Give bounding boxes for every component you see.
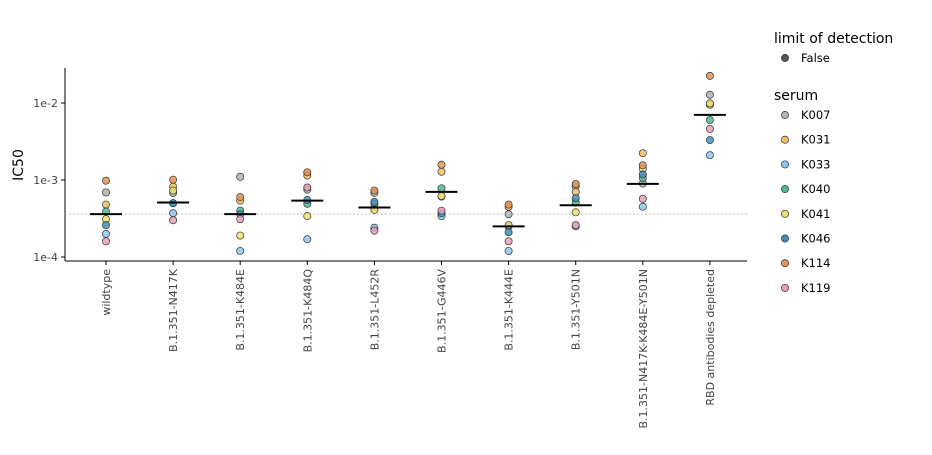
legend-serum-label: K119 — [801, 281, 831, 295]
data-point-k041 — [169, 186, 178, 195]
legend-serum-label: K046 — [801, 232, 831, 246]
x-tick-label: wildtype — [100, 269, 113, 316]
legend-serum-label: K041 — [801, 207, 831, 221]
data-point-k119 — [102, 237, 110, 246]
legend-serum-label: K007 — [801, 108, 831, 122]
x-tick-label: B.1.351-G446V — [436, 269, 449, 353]
legend-serum-label: K040 — [801, 182, 831, 196]
data-point-k007 — [102, 188, 110, 197]
data-point-k033 — [102, 229, 110, 238]
data-point-k031 — [437, 167, 446, 176]
y-tick-label: 1e-3 — [33, 174, 58, 187]
legend-serum-marker — [781, 283, 789, 292]
x-tick-label: B.1.351-N417K — [167, 268, 180, 352]
data-point-k007 — [705, 90, 714, 99]
legend-serum-marker — [781, 135, 789, 144]
legend-limit-marker — [781, 54, 789, 62]
legend-serum-label: K031 — [801, 133, 831, 147]
data-point-k114 — [303, 168, 312, 177]
data-point-k041 — [303, 212, 312, 221]
legend-serum-marker — [781, 259, 789, 268]
data-point-k046 — [571, 194, 580, 203]
legend-serum-marker — [781, 234, 789, 243]
legend-serum-marker — [781, 185, 789, 194]
data-point-k040 — [437, 184, 446, 193]
x-tick-label: B.1.351-K484E — [234, 269, 247, 351]
data-point-k114 — [705, 71, 714, 80]
data-point-k046 — [705, 136, 714, 145]
legend-serum-title: serum — [774, 88, 818, 104]
data-point-k114 — [638, 161, 647, 170]
data-point-k031 — [102, 200, 110, 209]
x-tick-label: RBD antibodies depleted — [704, 269, 717, 406]
data-point-k007 — [236, 172, 245, 181]
data-point-k033 — [705, 151, 714, 160]
data-point-k119 — [236, 215, 245, 224]
data-point-k007 — [504, 210, 513, 219]
legend-limit-label: False — [801, 51, 830, 65]
data-point-k033 — [169, 209, 178, 218]
data-point-k033 — [303, 235, 312, 244]
data-point-k114 — [571, 179, 580, 188]
data-point-k031 — [638, 149, 647, 158]
data-point-k041 — [504, 221, 513, 229]
legend-serum-marker — [781, 209, 789, 218]
data-point-k033 — [236, 246, 245, 255]
legend: limit of detection serum False K007 K031 K0… — [774, 31, 893, 295]
data-point-k033 — [504, 246, 513, 255]
data-point-k119 — [638, 194, 647, 203]
x-tick-label: B.1.351-N417K-K484E-Y501N — [637, 269, 650, 429]
data-point-k114 — [236, 193, 245, 202]
data-point-k114 — [102, 176, 110, 185]
legend-limit-title: limit of detection — [774, 31, 893, 47]
data-point-k119 — [303, 183, 312, 192]
data-point-k119 — [437, 206, 446, 215]
x-tick-label: B.1.351-L452R — [368, 269, 381, 351]
data-point-k041 — [705, 99, 714, 108]
x-tick-label: B.1.351-Y501N — [570, 269, 583, 350]
data-point-k119 — [571, 221, 580, 229]
data-point-k046 — [638, 170, 647, 179]
data-point-k041 — [571, 208, 580, 217]
legend-serum-marker — [781, 160, 789, 169]
data-point-k114 — [169, 175, 178, 184]
data-point-k046 — [102, 221, 110, 229]
data-point-k041 — [236, 231, 245, 240]
legend-serum-marker — [781, 111, 789, 119]
plot-area: 1e-4 1e-3 1e-2 wildtype B.1.351-N417K B.1.351… — [33, 68, 747, 429]
x-tick-label: B.1.351-K484Q — [301, 269, 314, 353]
data-point-k046 — [504, 228, 513, 237]
data-point-k033 — [638, 202, 647, 211]
y-axis-title: IC50 — [11, 149, 27, 181]
legend-serum-label: K114 — [801, 256, 831, 270]
data-point-k119 — [169, 216, 178, 225]
data-point-k040 — [705, 116, 714, 125]
y-tick-label: 1e-4 — [33, 251, 58, 264]
data-point-k119 — [370, 226, 379, 235]
legend-serum-label: K033 — [801, 157, 831, 171]
data-point-k041 — [437, 192, 446, 200]
data-point-k114 — [370, 186, 379, 195]
data-point-k119 — [504, 237, 513, 246]
x-tick-label: B.1.351-K444E — [503, 269, 516, 351]
data-point-k119 — [705, 125, 714, 133]
y-tick-label: 1e-2 — [33, 97, 58, 110]
data-point-k114 — [504, 200, 513, 209]
data-point-k114 — [437, 160, 446, 169]
data-point-k046 — [370, 197, 379, 206]
